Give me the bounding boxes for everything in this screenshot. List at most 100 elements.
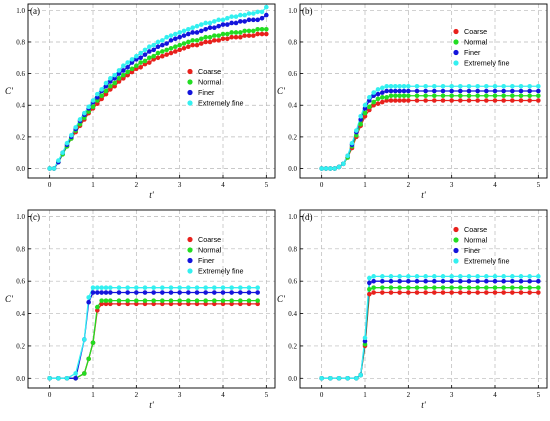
x-tick-label: 1 [363,391,367,399]
data-point [216,33,221,38]
data-point [362,110,368,116]
data-point [138,64,143,70]
legend-marker [187,68,193,75]
data-point [371,290,376,295]
data-point [475,285,480,290]
data-point [138,50,143,56]
data-point [358,117,363,122]
data-point [160,301,165,307]
data-point [536,83,541,89]
data-point [440,285,446,290]
data-point [186,31,191,37]
data-point [190,30,195,35]
data-point [229,301,234,307]
data-point [90,340,96,345]
data-point [510,83,515,89]
data-point [393,93,398,99]
data-point [90,98,96,103]
data-point [397,83,402,89]
series-line-finer [321,280,539,379]
legend-label: Finer [198,88,215,97]
data-point [432,93,437,99]
data-point [397,278,402,284]
legend-label: Normal [464,236,488,245]
legend-marker [453,49,459,56]
data-point [475,93,480,99]
data-point [246,11,252,16]
data-point [142,285,148,290]
data-point [220,22,226,27]
data-point [125,285,130,290]
data-point [95,308,100,313]
data-point [246,28,252,34]
data-point [406,285,411,290]
data-point [194,290,200,295]
legend-label: Finer [464,48,481,57]
x-tick-label: 5 [537,181,541,189]
data-point [414,274,420,279]
data-point [440,278,446,284]
data-point [388,285,394,290]
y-tick-label: 0.2 [16,133,25,141]
data-point [86,356,91,362]
data-point [99,87,104,92]
data-point [164,41,169,46]
data-point [203,39,208,45]
data-point [160,290,165,295]
data-point [484,278,489,284]
data-point [401,93,407,99]
data-point [116,68,122,73]
data-point [134,298,139,303]
data-point [125,290,130,295]
data-point [423,88,428,94]
series-line-finer [49,14,267,170]
data-point [116,79,122,84]
data-point [151,47,156,53]
data-point [177,42,182,48]
data-point [99,298,104,303]
series-line-extremely-fine [321,275,539,379]
data-point [527,83,532,89]
data-point [82,110,87,116]
data-point [134,290,139,295]
data-point [238,290,243,295]
data-point [259,9,265,15]
data-point [332,166,337,171]
data-point [449,278,454,284]
data-point [492,83,498,89]
legend-marker [453,258,459,264]
data-point [484,93,489,99]
data-point [375,91,381,97]
data-point [518,83,524,89]
data-point [367,107,372,113]
data-point [501,88,506,94]
data-point [142,301,148,307]
data-point [458,93,463,99]
data-point [255,301,260,307]
data-point [423,285,428,290]
panel-label: (d) [302,212,313,222]
y-tick-label: 0.6 [16,70,25,78]
data-point [432,278,437,284]
data-point [259,15,265,21]
data-point [51,166,57,171]
data-point [414,93,420,99]
data-point [212,33,217,38]
data-point [238,34,243,40]
data-point [90,104,96,110]
data-point [125,301,130,307]
data-point [207,39,213,45]
data-point [173,31,178,37]
series-line-normal [49,299,258,379]
data-point [103,88,109,94]
data-point [142,290,148,295]
data-point [212,298,217,303]
data-point [242,12,247,18]
data-point [371,102,376,108]
legend-marker [187,236,193,243]
data-point [220,285,226,290]
x-axis-label: t' [421,190,427,200]
data-point [95,290,100,295]
panel-label: (a) [30,6,40,16]
